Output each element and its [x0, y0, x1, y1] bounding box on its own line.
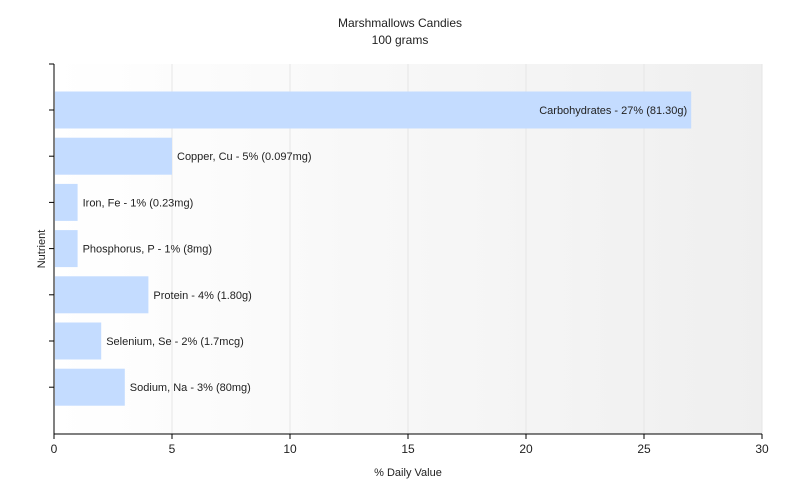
bar-label: Phosphorus, P - 1% (8mg) [83, 244, 212, 256]
x-tick-label: 15 [401, 442, 415, 456]
bar-label: Sodium, Na - 3% (80mg) [130, 382, 251, 394]
x-tick-label: 5 [169, 442, 176, 456]
bar-label: Selenium, Se - 2% (1.7mcg) [106, 336, 244, 348]
bar-label: Iron, Fe - 1% (0.23mg) [83, 197, 194, 209]
bar [55, 276, 149, 314]
bars [55, 91, 692, 406]
bar-label: Copper, Cu - 5% (0.097mg) [177, 151, 312, 163]
y-ticks [49, 63, 54, 388]
x-tick-label: 25 [637, 442, 651, 456]
y-axis-label: Nutrient [36, 230, 48, 269]
bar-label: Carbohydrates - 27% (81.30g) [539, 105, 687, 117]
bar [55, 183, 78, 221]
bar-labels: Carbohydrates - 27% (81.30g) Copper, Cu -… [83, 105, 688, 394]
bar-label: Protein - 4% (1.80g) [153, 290, 251, 302]
bar [55, 91, 692, 129]
x-tick-label: 10 [283, 442, 297, 456]
bar [55, 230, 78, 268]
bar [55, 137, 172, 175]
x-axis-label: % Daily Value [374, 467, 442, 479]
chart-subtitle: 100 grams [372, 33, 429, 47]
bar [55, 368, 125, 406]
x-tick-label: 0 [51, 442, 58, 456]
x-tick-label: 20 [519, 442, 533, 456]
x-ticks: 0 5 10 15 20 25 30 [51, 434, 769, 456]
x-tick-label: 30 [755, 442, 769, 456]
bar [55, 322, 102, 360]
chart-title: Marshmallows Candies [338, 16, 462, 30]
